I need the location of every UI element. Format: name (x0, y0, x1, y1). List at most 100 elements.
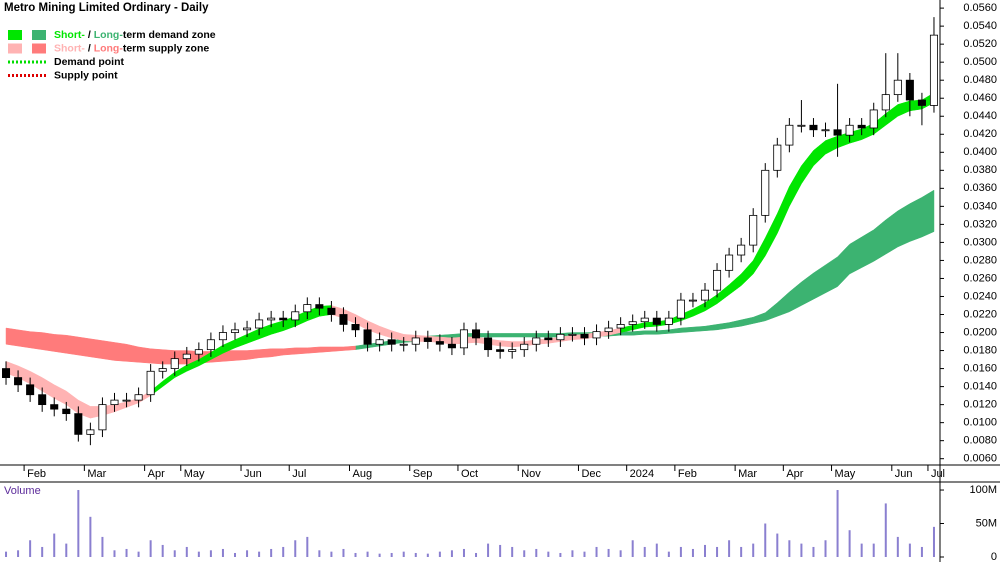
y-tick-label: 0.0340 (963, 200, 997, 212)
y-tick-label: 50M (976, 517, 997, 529)
bar-body (640, 317, 649, 323)
volume-bar (764, 523, 767, 557)
y-tick-label: 0.0120 (963, 399, 997, 411)
volume-bar (595, 546, 598, 557)
bar-body (447, 343, 456, 349)
volume-bar (270, 548, 273, 557)
y-tick-label: 0.0080 (963, 435, 997, 447)
volume-bar (679, 546, 682, 557)
legend-swatch (8, 30, 22, 40)
volume-bar (378, 553, 381, 557)
bar-body (893, 79, 902, 96)
y-tick-label: 0.0460 (963, 92, 997, 104)
volume-bar (655, 543, 658, 557)
price-bars (2, 17, 938, 446)
volume-bar (716, 546, 719, 557)
bar-body (508, 349, 517, 352)
bar-body (363, 329, 372, 345)
bar-body (905, 79, 914, 101)
chart-title: Metro Mining Limited Ordinary - Daily (4, 2, 209, 14)
volume-bar (523, 550, 526, 557)
volume-bar (390, 552, 393, 557)
x-tick-label: Feb (678, 468, 697, 480)
volume-bar (438, 551, 441, 557)
y-tick-label: 0.0480 (963, 74, 997, 86)
volume-bar (161, 544, 164, 557)
volume-bar (414, 552, 417, 557)
bar-body (86, 429, 95, 435)
legend-label-part: Short- (54, 29, 85, 41)
bar-body (713, 269, 722, 291)
bar-body (773, 144, 782, 171)
bar-body (664, 317, 673, 325)
volume-bar (932, 526, 935, 557)
bar-body (158, 368, 167, 372)
y-tick-label: 0.0420 (963, 128, 997, 140)
bar-body (797, 124, 806, 127)
volume-bar (426, 553, 429, 557)
bar-body (833, 129, 842, 136)
volume-bar (812, 546, 815, 557)
bar-body (243, 327, 252, 331)
x-tick-label: Oct (461, 468, 478, 480)
legend-label: Demand point (54, 56, 125, 68)
x-tick-label: 2024 (630, 468, 654, 480)
bar-body (544, 337, 553, 341)
bar-body (917, 99, 926, 106)
volume-bar (294, 540, 297, 557)
volume-bar (896, 536, 899, 557)
bar-body (14, 377, 23, 386)
volume-bar (704, 544, 706, 557)
bar-body (38, 394, 47, 406)
bar-body (122, 399, 131, 402)
y-tick-label: 0.0140 (963, 381, 997, 393)
legend-swatch (32, 30, 46, 40)
volume-bar (800, 543, 803, 557)
bar-body (339, 314, 348, 325)
bar-body (218, 332, 227, 341)
y-tick-label: 0.0540 (963, 20, 997, 32)
bar-body (267, 317, 276, 321)
x-tick-label: Apr (148, 468, 165, 480)
volume-bar (77, 490, 80, 557)
x-tick-label: Jun (244, 468, 262, 480)
bar-body (279, 317, 288, 321)
volume-bar (740, 546, 743, 557)
zone-band (5, 327, 356, 365)
volume-bar (17, 550, 20, 557)
legend-label-part: Long- (94, 29, 124, 41)
bar-body (532, 337, 541, 345)
x-tick-label: Dec (581, 468, 601, 480)
bar-body (628, 321, 637, 325)
volume-bar (234, 552, 236, 557)
volume-bar (908, 543, 911, 557)
bar-body (423, 337, 432, 342)
bar-body (580, 333, 589, 339)
volume-bar (788, 540, 791, 557)
volume-bar (113, 550, 116, 557)
volume-bar (173, 550, 176, 557)
legend-label-part: Short- (54, 42, 85, 54)
volume-bar (824, 540, 827, 557)
y-tick-label: 100M (969, 484, 997, 496)
y-tick-label: 0.0520 (963, 38, 997, 50)
bar-body (725, 254, 734, 271)
bar-body (194, 349, 203, 355)
y-tick-label: 0.0300 (963, 236, 997, 248)
volume-bar (137, 551, 140, 557)
volume-bar (631, 540, 634, 557)
volume-bar (776, 533, 779, 557)
bar-body (387, 339, 396, 345)
volume-bar (306, 536, 309, 557)
volume-bar (318, 550, 321, 557)
y-tick-label: 0.0560 (963, 2, 997, 14)
y-tick-label: 0.0400 (963, 146, 997, 158)
y-tick-label: 0.0500 (963, 56, 997, 68)
volume-bar (691, 548, 694, 557)
legend-label: Short- / Long-term demand zone (54, 29, 216, 41)
bar-body (688, 299, 697, 302)
volume-bar (583, 551, 586, 557)
bar-body (134, 394, 143, 401)
volume-bar (65, 543, 68, 557)
